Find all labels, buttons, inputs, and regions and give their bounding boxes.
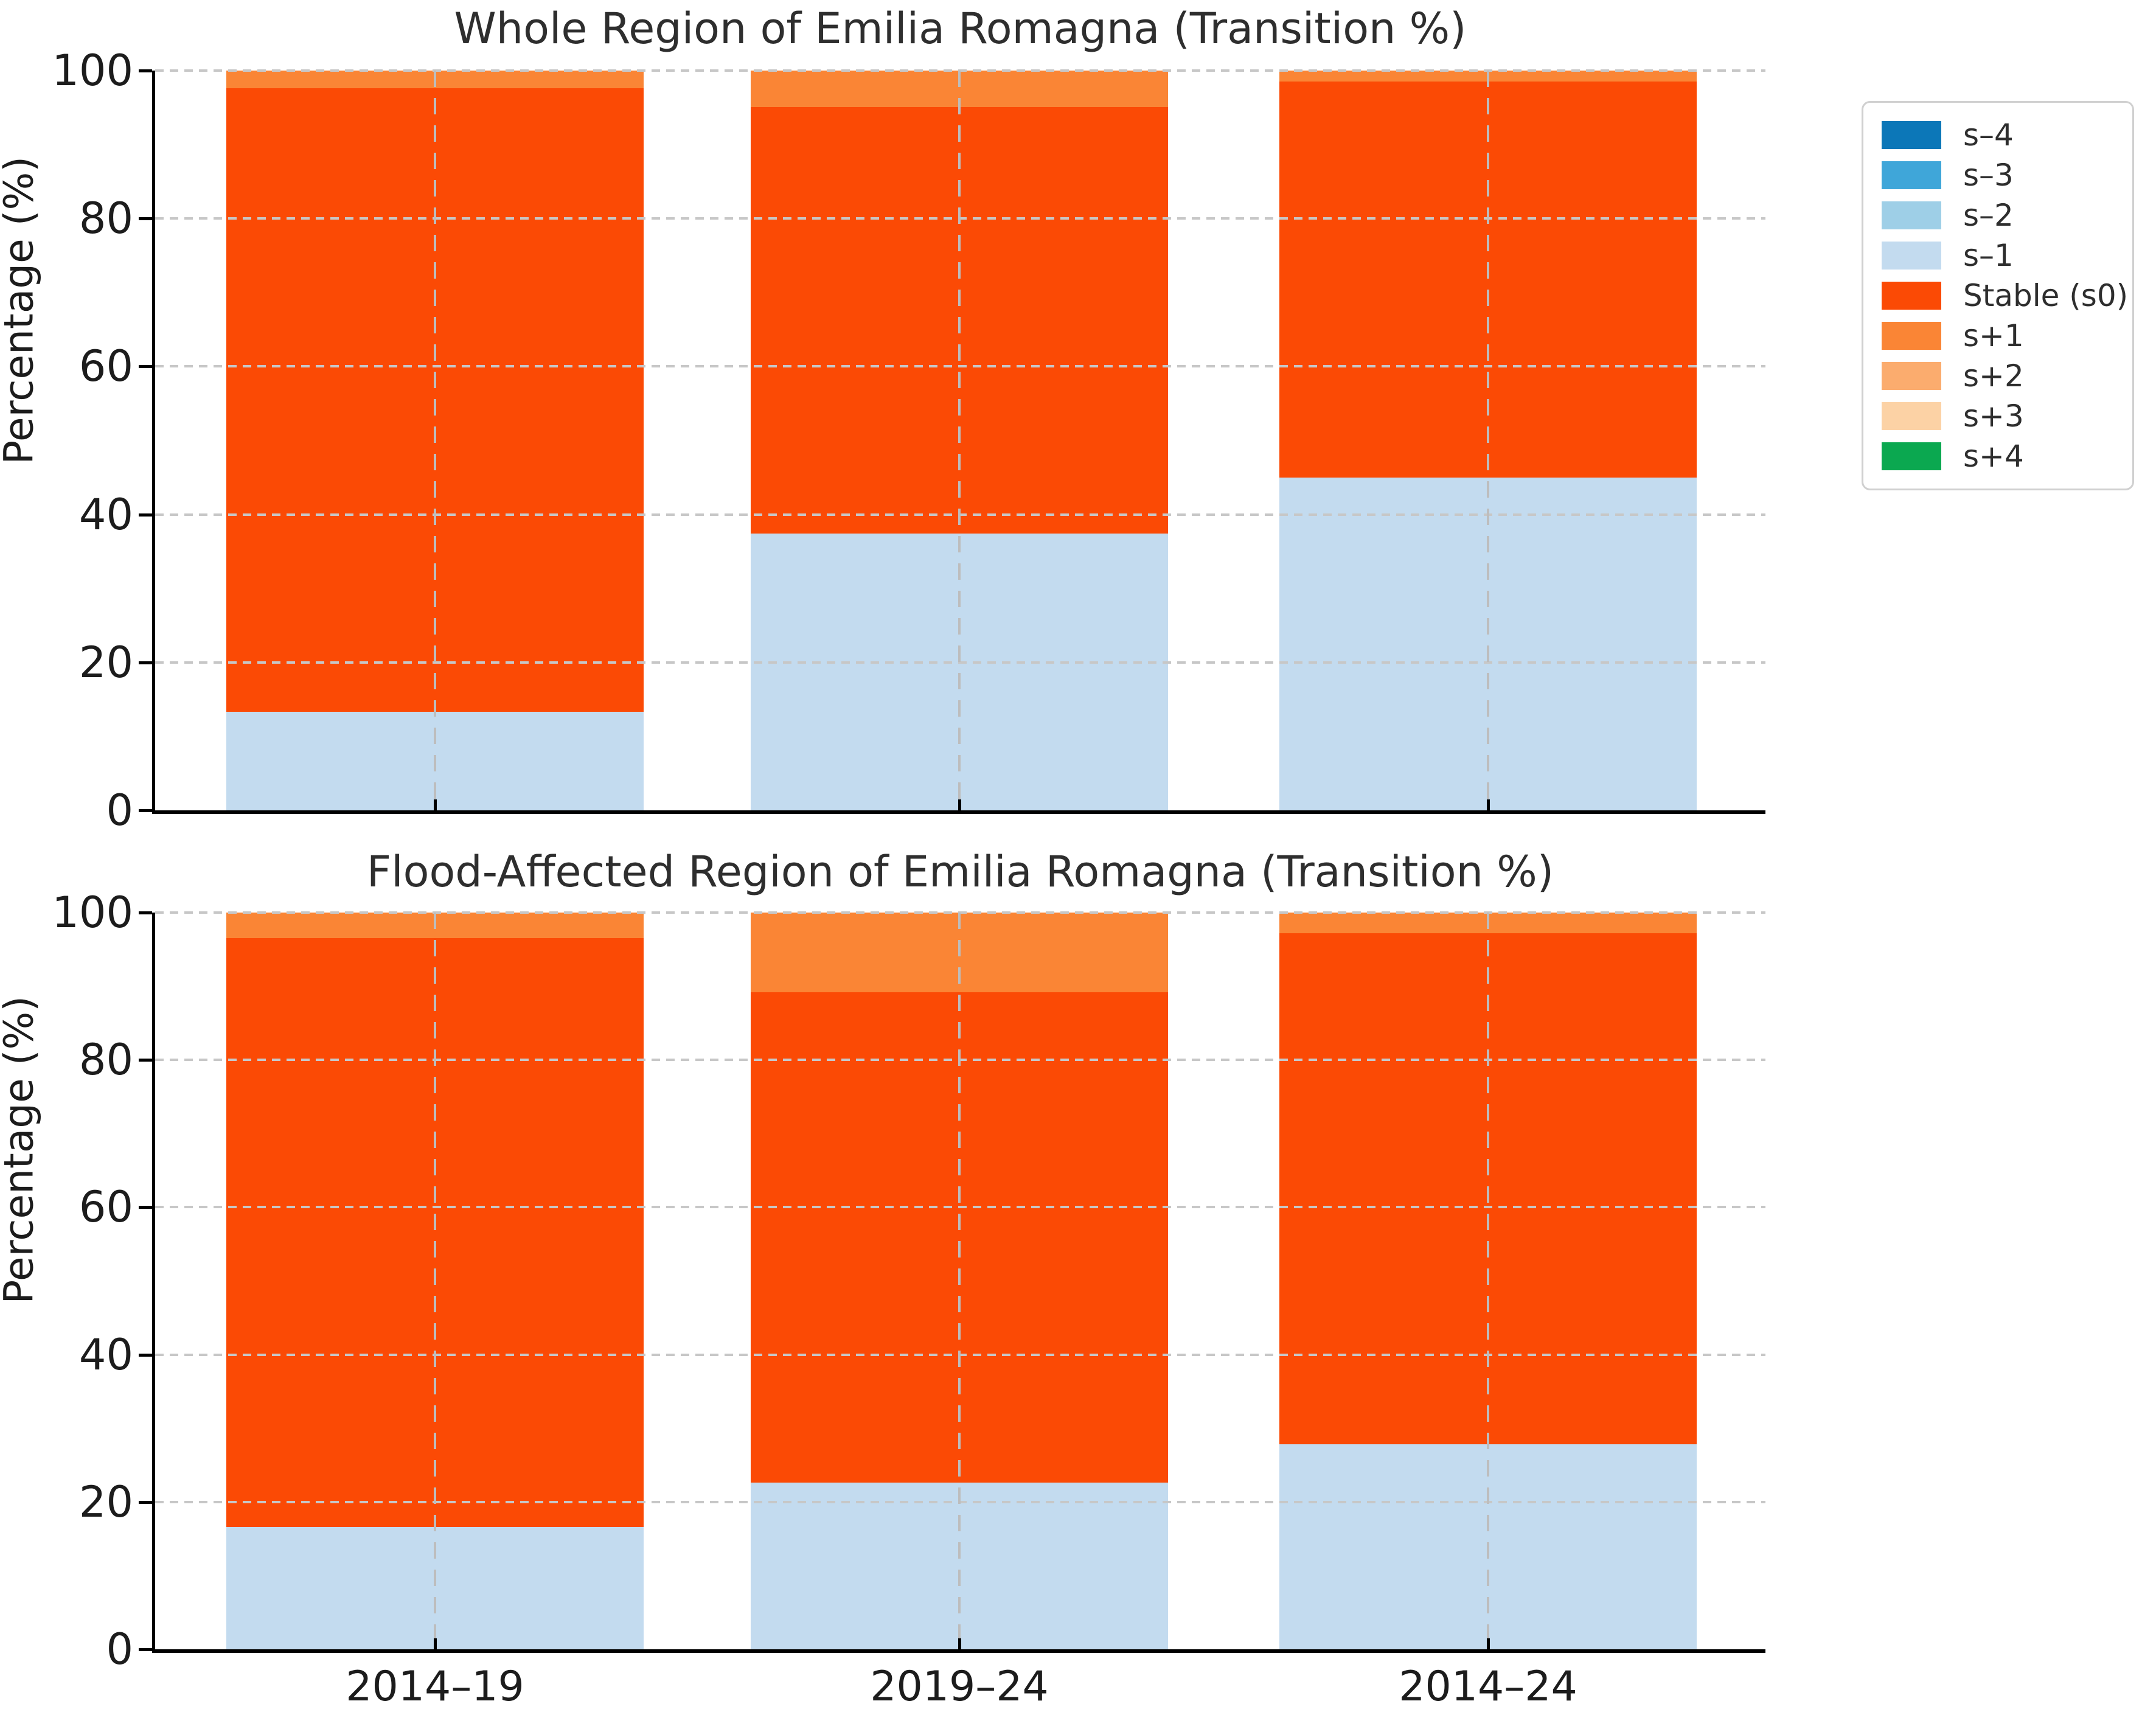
y-tick-mark [139, 1059, 152, 1062]
legend-item-label: s–3 [1963, 158, 2014, 193]
y-tick-mark [139, 1206, 152, 1209]
plot-area: 0 20 40 60 80 100 2014–19 2019–24 2014–24 [52, 888, 1765, 1711]
x-tick-label: 2014–19 [346, 1663, 524, 1711]
y-tick-label: 40 [78, 489, 133, 540]
legend-swatch [1882, 442, 1941, 470]
legend-item-label: s–4 [1963, 117, 2014, 153]
legend-swatch [1882, 242, 1941, 270]
y-tick-mark [139, 1648, 152, 1651]
legend-swatch [1882, 322, 1941, 350]
y-tick-mark [139, 513, 152, 517]
legend-swatch [1882, 201, 1941, 229]
legend-swatch [1882, 282, 1941, 310]
legend-item: Stable (s0) [1882, 276, 2132, 316]
y-tick-mark [139, 217, 152, 221]
x-axis-spine [152, 810, 1765, 814]
y-tick-mark [139, 809, 152, 812]
gridline-vertical [434, 913, 436, 1649]
y-tick-label: 60 [78, 341, 133, 392]
x-tick-label: 2014–24 [1399, 1663, 1577, 1711]
chart-title: Flood-Affected Region of Emilia Romagna … [366, 847, 1554, 897]
legend-item: s+1 [1882, 316, 2132, 356]
legend-item-label: s+3 [1963, 398, 2024, 434]
gridline-vertical [434, 71, 436, 810]
x-tick-mark [434, 1638, 437, 1649]
y-tick-mark [139, 1500, 152, 1504]
legend-item-label: s+2 [1963, 358, 2024, 394]
legend-swatch [1882, 161, 1941, 189]
y-tick-label: 0 [106, 785, 133, 835]
gridline-vertical [958, 71, 961, 810]
y-tick-label: 100 [52, 46, 133, 96]
legend-item-label: s–1 [1963, 238, 2014, 273]
y-tick-label: 40 [78, 1329, 133, 1380]
y-tick-mark [139, 1353, 152, 1357]
gridline-vertical [958, 913, 961, 1649]
legend-item: s–2 [1882, 195, 2132, 235]
y-tick-label: 60 [78, 1182, 133, 1233]
x-tick-mark [958, 799, 961, 810]
legend-item-label: s+4 [1963, 439, 2024, 474]
plot-area: 0 20 40 60 80 100 [52, 46, 1765, 835]
y-tick-mark [139, 661, 152, 664]
legend-item: s+4 [1882, 436, 2132, 476]
y-tick-label: 100 [52, 888, 133, 938]
y-axis-spine [152, 913, 155, 1649]
legend-item: s–3 [1882, 155, 2132, 195]
y-tick-mark [139, 911, 152, 914]
legend-item-label: s+1 [1963, 318, 2024, 353]
y-tick-label: 80 [78, 1035, 133, 1085]
gridline-vertical [1487, 71, 1489, 810]
legend-swatch [1882, 402, 1941, 430]
x-axis-spine [152, 1649, 1765, 1653]
gridline-vertical [1487, 913, 1489, 1649]
y-tick-label: 20 [78, 1477, 133, 1527]
y-tick-label: 80 [78, 193, 133, 244]
legend-swatch [1882, 362, 1941, 390]
legend-item-label: s–2 [1963, 198, 2014, 233]
x-tick-mark [434, 799, 437, 810]
legend-item: s–1 [1882, 235, 2132, 276]
y-tick-label: 0 [106, 1624, 133, 1674]
legend-item: s+3 [1882, 396, 2132, 436]
legend-item: s–4 [1882, 115, 2132, 155]
legend-swatch [1882, 121, 1941, 149]
y-axis-label: Percentage (%) [0, 156, 43, 465]
y-tick-mark [139, 69, 152, 72]
legend-item: s+2 [1882, 356, 2132, 396]
y-axis-spine [152, 71, 155, 810]
y-tick-label: 20 [78, 637, 133, 687]
legend: s–4 s–3 s–2 s–1 Stable (s0) s+1 s+2 s+3 s+4 [1862, 101, 2134, 490]
x-tick-mark [1487, 799, 1490, 810]
y-axis-label: Percentage (%) [0, 996, 43, 1304]
chart-title: Whole Region of Emilia Romagna (Transiti… [454, 4, 1467, 54]
x-tick-mark [1487, 1638, 1490, 1649]
legend-item-label: Stable (s0) [1963, 278, 2129, 313]
y-tick-mark [139, 365, 152, 369]
x-tick-label: 2019–24 [870, 1663, 1049, 1711]
x-tick-mark [958, 1638, 961, 1649]
